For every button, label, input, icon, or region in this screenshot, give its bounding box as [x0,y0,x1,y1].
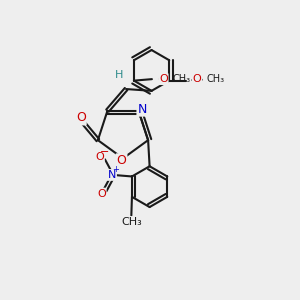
Text: CH₃: CH₃ [121,217,142,227]
Text: O: O [95,152,104,162]
Text: O: O [117,154,126,167]
Text: +: + [112,165,119,174]
Text: O: O [193,74,202,84]
Text: O: O [76,112,86,124]
Text: H: H [115,70,124,80]
Text: CH₃: CH₃ [173,74,191,84]
Text: O: O [159,74,168,84]
Text: −: − [100,147,109,157]
Text: O: O [97,189,106,199]
Text: CH₃: CH₃ [207,74,225,84]
Text: N: N [108,170,116,180]
Text: N: N [137,103,147,116]
